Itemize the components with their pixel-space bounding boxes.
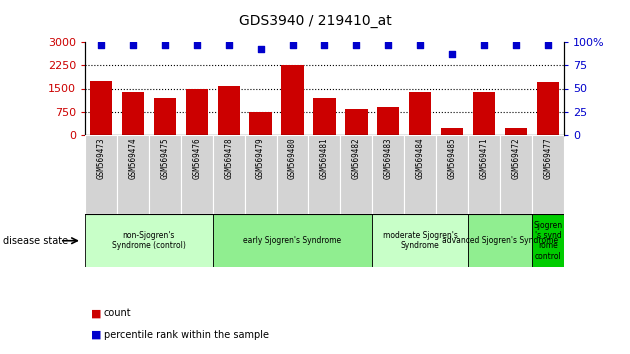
Bar xyxy=(409,92,432,135)
Bar xyxy=(309,135,340,214)
Bar xyxy=(217,86,240,135)
Bar xyxy=(313,98,336,135)
Text: Sjogren
's synd
rome
control: Sjogren 's synd rome control xyxy=(534,221,563,261)
Bar xyxy=(537,82,559,135)
Point xyxy=(479,42,489,48)
Bar xyxy=(532,214,564,267)
Bar xyxy=(213,214,372,267)
Text: GSM569471: GSM569471 xyxy=(479,137,488,178)
Text: GDS3940 / 219410_at: GDS3940 / 219410_at xyxy=(239,14,391,28)
Text: ■: ■ xyxy=(91,308,102,318)
Text: disease state: disease state xyxy=(3,236,68,246)
Text: percentile rank within the sample: percentile rank within the sample xyxy=(104,330,269,339)
Point xyxy=(287,42,297,48)
Bar xyxy=(117,135,149,214)
Point xyxy=(96,42,106,48)
Bar xyxy=(404,135,436,214)
Text: GSM569477: GSM569477 xyxy=(544,137,553,178)
Point xyxy=(543,42,553,48)
Bar xyxy=(441,128,463,135)
Point xyxy=(415,42,425,48)
Bar xyxy=(277,135,309,214)
Text: GSM569484: GSM569484 xyxy=(416,137,425,178)
Point xyxy=(511,42,521,48)
Bar xyxy=(181,135,213,214)
Point xyxy=(160,42,170,48)
Bar xyxy=(213,135,244,214)
Text: GSM569474: GSM569474 xyxy=(129,137,137,178)
Point xyxy=(352,42,362,48)
Text: GSM569480: GSM569480 xyxy=(288,137,297,178)
Bar xyxy=(436,135,468,214)
Text: GSM569472: GSM569472 xyxy=(512,137,520,178)
Text: ■: ■ xyxy=(91,330,102,339)
Text: moderate Sjogren's
Syndrome: moderate Sjogren's Syndrome xyxy=(383,231,457,250)
Bar xyxy=(377,107,399,135)
Text: GSM569485: GSM569485 xyxy=(448,137,457,178)
Bar xyxy=(122,92,144,135)
Bar xyxy=(532,135,564,214)
Text: early Sjogren's Syndrome: early Sjogren's Syndrome xyxy=(243,236,341,245)
Point xyxy=(128,42,138,48)
Bar xyxy=(468,135,500,214)
Bar xyxy=(468,214,532,267)
Point xyxy=(447,52,457,57)
Point xyxy=(192,42,202,48)
Bar xyxy=(345,109,367,135)
Bar xyxy=(505,128,527,135)
Text: GSM569476: GSM569476 xyxy=(192,137,201,178)
Bar xyxy=(249,112,272,135)
Text: non-Sjogren's
Syndrome (control): non-Sjogren's Syndrome (control) xyxy=(112,231,186,250)
Point xyxy=(256,46,266,52)
Text: GSM569478: GSM569478 xyxy=(224,137,233,178)
Text: GSM569479: GSM569479 xyxy=(256,137,265,178)
Point xyxy=(383,42,393,48)
Text: count: count xyxy=(104,308,132,318)
Text: advanced Sjogren's Syndrome: advanced Sjogren's Syndrome xyxy=(442,236,558,245)
Bar xyxy=(244,135,277,214)
Text: GSM569483: GSM569483 xyxy=(384,137,392,178)
Bar xyxy=(372,214,468,267)
Bar xyxy=(90,81,112,135)
Bar xyxy=(186,89,208,135)
Bar xyxy=(85,135,117,214)
Point xyxy=(319,42,329,48)
Bar xyxy=(500,135,532,214)
Bar xyxy=(149,135,181,214)
Text: GSM569475: GSM569475 xyxy=(161,137,169,178)
Bar xyxy=(340,135,372,214)
Bar xyxy=(372,135,404,214)
Bar xyxy=(473,92,495,135)
Point xyxy=(224,42,234,48)
Text: GSM569473: GSM569473 xyxy=(96,137,105,178)
Text: GSM569482: GSM569482 xyxy=(352,137,361,178)
Bar xyxy=(85,214,213,267)
Bar xyxy=(154,98,176,135)
Bar xyxy=(282,64,304,135)
Text: GSM569481: GSM569481 xyxy=(320,137,329,178)
